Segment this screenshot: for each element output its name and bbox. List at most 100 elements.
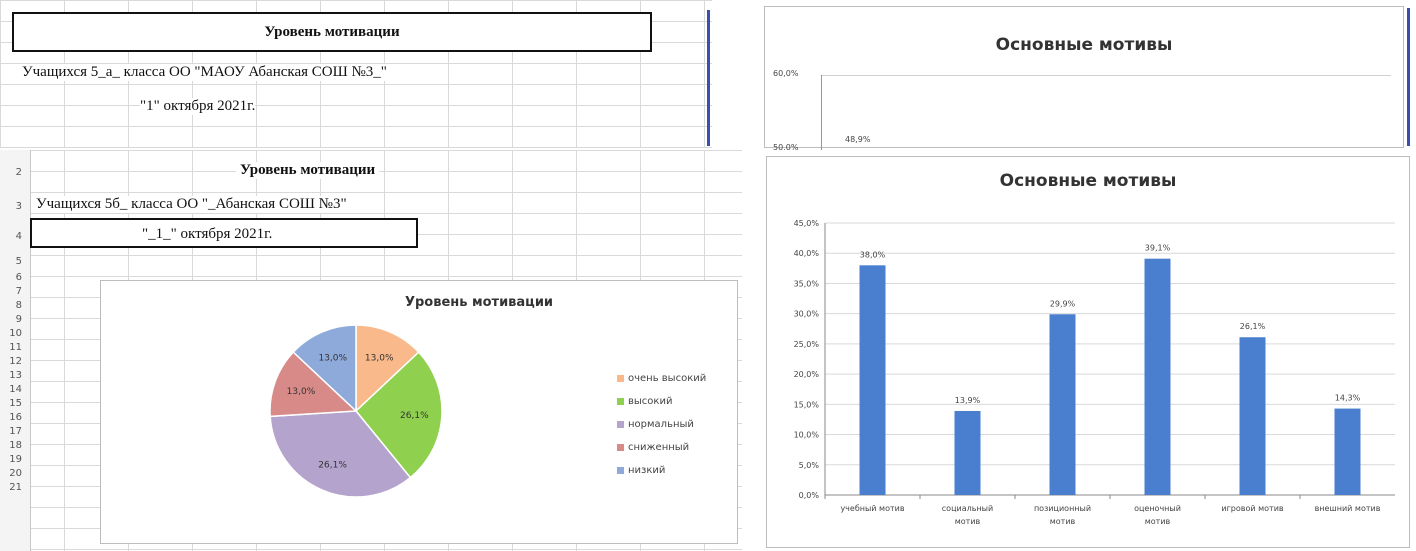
sheet-5b-date-cell[interactable]: "_1_" октября 2021г.	[30, 218, 418, 248]
row-number: 16	[9, 412, 22, 423]
top-chart[interactable]: Основные мотивы 60,0% 50,0% 48,9%	[764, 6, 1404, 155]
bar[interactable]	[1144, 258, 1171, 495]
bar-y-tick-label: 0,0%	[799, 491, 820, 500]
legend-label: нормальный	[628, 419, 694, 430]
bar-y-tick-label: 25,0%	[794, 340, 820, 349]
top-chart-gridline	[821, 75, 1391, 76]
bar-x-tick-label: мотив	[1050, 517, 1076, 526]
legend-swatch	[617, 443, 624, 451]
bar-data-label: 13,9%	[955, 396, 981, 405]
row-number: 3	[15, 201, 22, 212]
row-number: 2	[15, 167, 22, 178]
bar[interactable]	[859, 265, 886, 495]
bar-x-tick-label: мотив	[1145, 517, 1171, 526]
pie-legend-item: высокий	[617, 396, 672, 407]
bar-y-tick-label: 35,0%	[794, 279, 820, 288]
row-number: 19	[9, 454, 22, 465]
bar-x-tick-label: игровой мотив	[1221, 504, 1284, 513]
pie-chart[interactable]: Уровень мотивации 13,0% 26,1% 26,1% 13,0% 13…	[100, 280, 738, 544]
bar-x-tick-label: мотив	[955, 517, 981, 526]
top-chart-data-label: 48,9%	[845, 135, 871, 144]
top-chart-axis	[821, 75, 822, 155]
sheet-5b-date-line: "_1_" октября 2021г.	[142, 226, 273, 242]
bar-x-tick-label: внешний мотив	[1315, 504, 1381, 513]
pie-slice[interactable]	[269, 410, 412, 498]
row-number: 20	[9, 468, 22, 479]
row-number: 14	[9, 384, 22, 395]
legend-swatch	[617, 466, 624, 474]
row-number: 5	[15, 256, 22, 267]
bar[interactable]	[1334, 408, 1361, 495]
legend-swatch	[617, 374, 624, 382]
pie-chart-svg: 13,0% 26,1% 26,1% 13,0% 13,0%	[269, 324, 443, 498]
pie-legend-item: очень высокий	[617, 373, 706, 384]
sheet-5b-class-line: Учащихся 5б_ класса ОО "_Абанская СОШ №3…	[36, 196, 347, 213]
pie-slice[interactable]	[269, 351, 358, 418]
bar-x-tick-label: учебный мотив	[840, 504, 904, 513]
pie-legend-item: нормальный	[617, 419, 694, 430]
legend-label: сниженный	[628, 442, 690, 453]
pie-slice[interactable]	[354, 351, 443, 479]
legend-swatch	[617, 420, 624, 428]
pie-slice[interactable]	[355, 324, 420, 413]
sheet-5a-date-line: "1" октября 2021г.	[140, 98, 256, 115]
bar-chart-title: Основные мотивы	[999, 171, 1177, 191]
row-number: 4	[15, 231, 22, 242]
pie-data-label: 13,0%	[318, 353, 347, 363]
sheet-5b: 2 3 4 5 6 7 8 9 10 11 12 13 14 15 16 17 …	[0, 150, 742, 551]
sheet-5a: Уровень мотивации Учащихся 5_а_ класса О…	[0, 0, 712, 148]
sheet-5a-title-cell[interactable]: Уровень мотивации	[12, 12, 652, 52]
bar-y-tick-label: 10,0%	[794, 431, 820, 440]
sheet-5a-title: Уровень мотивации	[264, 24, 400, 40]
bar-y-tick-label: 40,0%	[794, 249, 820, 258]
pie-legend-item: низкий	[617, 465, 665, 476]
sheet-5a-window-border	[707, 10, 710, 146]
row-number: 9	[15, 314, 22, 325]
pie-data-label: 26,1%	[318, 461, 347, 471]
bar-data-label: 29,9%	[1050, 299, 1076, 308]
bar[interactable]	[954, 410, 981, 495]
pie-legend-item: сниженный	[617, 442, 689, 453]
legend-swatch	[617, 397, 624, 405]
row-number: 13	[9, 370, 22, 381]
bar-chart-svg: 0,0% 5,0% 10,0% 15,0% 20,0% 25,0% 30,0% 35,0% 40…	[794, 219, 1395, 526]
row-header: 2 3 4 5 6 7 8 9 10 11 12 13 14 15 16 17 …	[0, 150, 31, 551]
row-number: 12	[9, 356, 22, 367]
row-number: 11	[9, 342, 22, 353]
bar-y-tick-label: 5,0%	[799, 461, 820, 470]
row-number: 17	[9, 426, 22, 437]
pie-data-label: 26,1%	[400, 411, 429, 421]
bar[interactable]	[1239, 337, 1266, 495]
bar[interactable]	[1049, 314, 1076, 495]
top-chart-window-border	[1407, 8, 1410, 146]
bar-data-label: 26,1%	[1240, 322, 1266, 331]
top-chart-tick-60: 60,0%	[773, 69, 799, 78]
legend-label: низкий	[628, 465, 666, 476]
row-number: 6	[15, 272, 22, 283]
row-number: 7	[15, 286, 22, 297]
row-number: 21	[9, 482, 22, 493]
sheet-5a-class-line: Учащихся 5_а_ класса ОО "МАОУ Абанская С…	[22, 64, 387, 81]
row-number: 15	[9, 398, 22, 409]
bar-x-tick-label: социальный	[942, 504, 993, 513]
top-chart-title: Основные мотивы	[995, 35, 1173, 55]
bar-y-tick-label: 15,0%	[794, 400, 820, 409]
bar-x-tick-label: позиционный	[1034, 504, 1091, 513]
bar-y-tick-label: 45,0%	[794, 219, 820, 228]
bar-y-tick-label: 30,0%	[794, 310, 820, 319]
top-chart-tick-50: 50,0%	[773, 143, 799, 152]
legend-label: очень высокий	[628, 373, 707, 384]
bar-y-tick-label: 20,0%	[794, 370, 820, 379]
bar-chart[interactable]: Основные мотивы 0,0% 5,0% 10,0% 15,0% 20,0% 2…	[766, 156, 1410, 548]
pie-chart-title: Уровень мотивации	[404, 295, 554, 310]
row-number: 18	[9, 440, 22, 451]
row-number: 8	[15, 300, 22, 311]
bar-x-tick-label: оценочный	[1134, 504, 1181, 513]
bar-data-label: 38,0%	[860, 250, 886, 259]
sheet-5b-title: Уровень мотивации	[236, 162, 380, 179]
legend-label: высокий	[628, 396, 673, 407]
pie-data-label: 13,0%	[287, 387, 316, 397]
bar-data-label: 14,3%	[1335, 394, 1361, 403]
pie-slice[interactable]	[292, 324, 357, 413]
pie-data-label: 13,0%	[365, 353, 394, 363]
